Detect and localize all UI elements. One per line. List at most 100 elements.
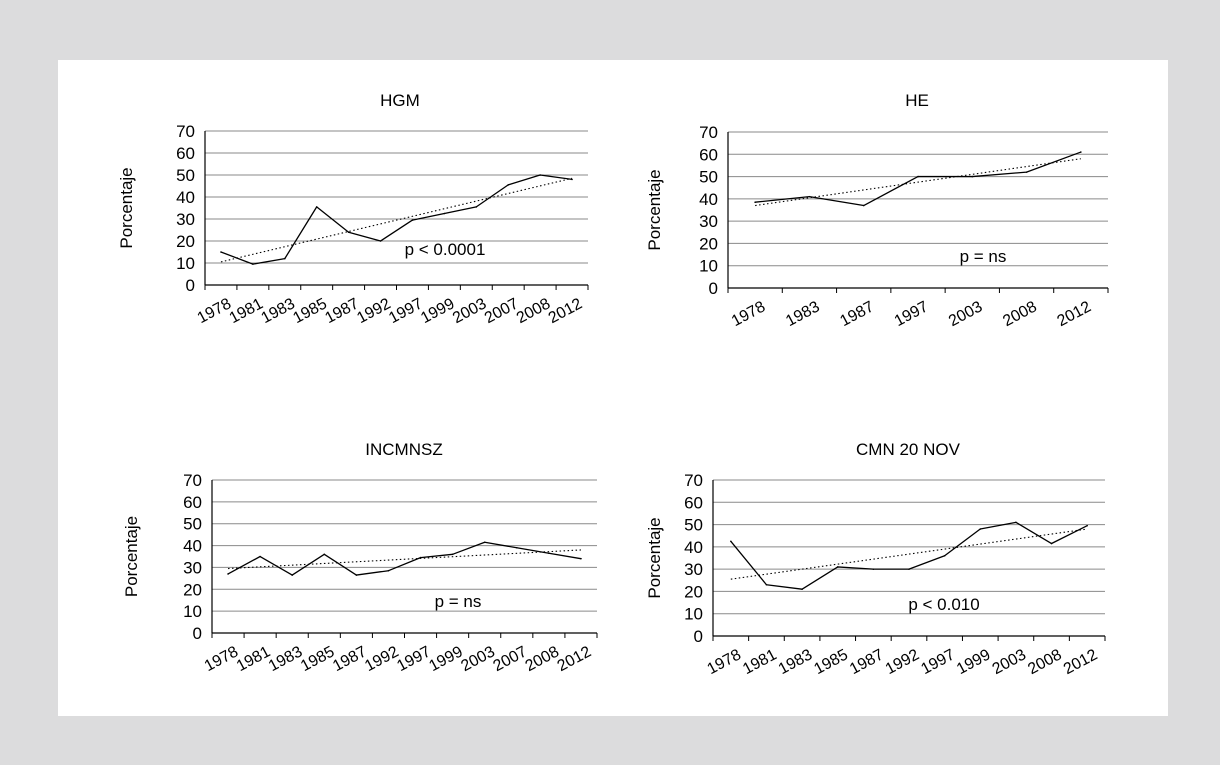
data-point bbox=[808, 195, 811, 198]
trendline bbox=[228, 549, 581, 570]
trendline bbox=[755, 158, 1081, 207]
data-point bbox=[252, 263, 254, 265]
y-axis-label: Porcentaje bbox=[122, 516, 141, 597]
data-point bbox=[908, 568, 910, 570]
data-point bbox=[507, 184, 510, 186]
data-point bbox=[283, 257, 286, 260]
data-point bbox=[347, 231, 350, 233]
ytick-label: 30 bbox=[176, 210, 195, 229]
ytick-label: 20 bbox=[684, 582, 703, 601]
p-value-annotation: p < 0.010 bbox=[908, 595, 979, 614]
chart-title: CMN 20 NOV bbox=[856, 440, 961, 459]
xtick-label: 1978 bbox=[729, 298, 768, 330]
data-point bbox=[443, 212, 446, 215]
data-point bbox=[862, 204, 865, 207]
ytick-label: 40 bbox=[183, 537, 202, 556]
ytick-label: 30 bbox=[684, 560, 703, 579]
ytick-label: 10 bbox=[684, 605, 703, 624]
ytick-label: 50 bbox=[684, 516, 703, 535]
data-point bbox=[801, 588, 803, 590]
chart-title: INCMNSZ bbox=[365, 440, 442, 459]
data-point bbox=[979, 528, 982, 530]
data-point bbox=[451, 553, 454, 556]
data-point bbox=[917, 175, 919, 178]
chart-title: HGM bbox=[380, 91, 420, 110]
ytick-label: 60 bbox=[183, 493, 202, 512]
ytick-label: 20 bbox=[183, 580, 202, 599]
figure-panel bbox=[58, 60, 1168, 716]
data-point bbox=[323, 553, 326, 556]
data-point bbox=[227, 573, 229, 575]
chart-3: 0102030405060701978198119831985198719921… bbox=[122, 440, 598, 675]
ytick-label: 50 bbox=[699, 168, 718, 187]
xtick-label: 1992 bbox=[883, 646, 922, 678]
series-line bbox=[730, 521, 1088, 590]
data-point bbox=[1086, 524, 1088, 527]
ytick-label: 0 bbox=[193, 624, 202, 643]
data-point bbox=[483, 541, 486, 544]
xtick-label: 2012 bbox=[555, 643, 594, 675]
data-point bbox=[315, 206, 318, 208]
data-point bbox=[730, 540, 732, 543]
ytick-label: 0 bbox=[694, 627, 703, 646]
data-point bbox=[515, 546, 518, 549]
p-value-annotation: p < 0.0001 bbox=[405, 240, 486, 259]
chart-1: 0102030405060701978198119831985198719921… bbox=[117, 91, 589, 327]
xtick-label: 1997 bbox=[918, 646, 957, 678]
xtick-label: 2012 bbox=[1055, 298, 1094, 330]
data-point bbox=[571, 178, 573, 181]
series-line bbox=[227, 541, 582, 576]
ytick-label: 20 bbox=[176, 232, 195, 251]
data-point bbox=[548, 552, 550, 555]
xtick-label: 1978 bbox=[705, 646, 744, 678]
data-point bbox=[291, 574, 294, 576]
xtick-label: 1999 bbox=[954, 646, 993, 678]
ytick-label: 60 bbox=[176, 144, 195, 163]
xtick-label: 1985 bbox=[811, 646, 850, 678]
ytick-label: 70 bbox=[699, 123, 718, 142]
xtick-label: 2012 bbox=[546, 295, 585, 327]
data-point bbox=[1080, 151, 1082, 153]
xtick-label: 1987 bbox=[837, 298, 876, 330]
data-point bbox=[259, 555, 261, 558]
data-point bbox=[754, 201, 756, 203]
ytick-label: 70 bbox=[183, 471, 202, 490]
chart-title: HE bbox=[905, 91, 929, 110]
data-point bbox=[943, 554, 946, 557]
data-point bbox=[1015, 521, 1017, 524]
data-point bbox=[411, 219, 414, 221]
trendline bbox=[220, 177, 573, 263]
xtick-label: 1983 bbox=[776, 646, 815, 678]
ytick-label: 40 bbox=[684, 538, 703, 557]
ytick-label: 70 bbox=[684, 471, 703, 490]
p-value-annotation: p = ns bbox=[960, 247, 1007, 266]
chart-4: 0102030405060701978198119831985198719921… bbox=[645, 440, 1106, 678]
data-point bbox=[836, 566, 839, 568]
data-point bbox=[387, 569, 390, 572]
ytick-label: 30 bbox=[699, 212, 718, 231]
data-point bbox=[220, 251, 222, 253]
trendline bbox=[730, 528, 1088, 580]
ytick-label: 0 bbox=[709, 279, 718, 298]
data-point bbox=[419, 556, 422, 559]
p-value-annotation: p = ns bbox=[435, 592, 482, 611]
ytick-label: 20 bbox=[699, 234, 718, 253]
ytick-label: 60 bbox=[684, 493, 703, 512]
data-point bbox=[765, 583, 768, 586]
ytick-label: 50 bbox=[176, 166, 195, 185]
xtick-label: 1981 bbox=[740, 646, 779, 678]
ytick-label: 40 bbox=[699, 190, 718, 209]
data-point bbox=[539, 174, 541, 176]
data-point bbox=[971, 175, 974, 178]
data-point bbox=[475, 206, 478, 208]
data-point bbox=[355, 574, 358, 576]
xtick-label: 1987 bbox=[847, 646, 886, 678]
xtick-label: 2008 bbox=[1000, 298, 1039, 330]
ytick-label: 50 bbox=[183, 515, 202, 534]
chart-2: 0 10 20 30 40 50 60 70 1978 1983 1987 1997 2003 2008 2… bbox=[645, 91, 1109, 330]
data-point bbox=[1025, 171, 1028, 173]
series-line bbox=[220, 174, 573, 265]
ytick-label: 10 bbox=[176, 254, 195, 273]
xtick-label: 2012 bbox=[1061, 646, 1100, 678]
